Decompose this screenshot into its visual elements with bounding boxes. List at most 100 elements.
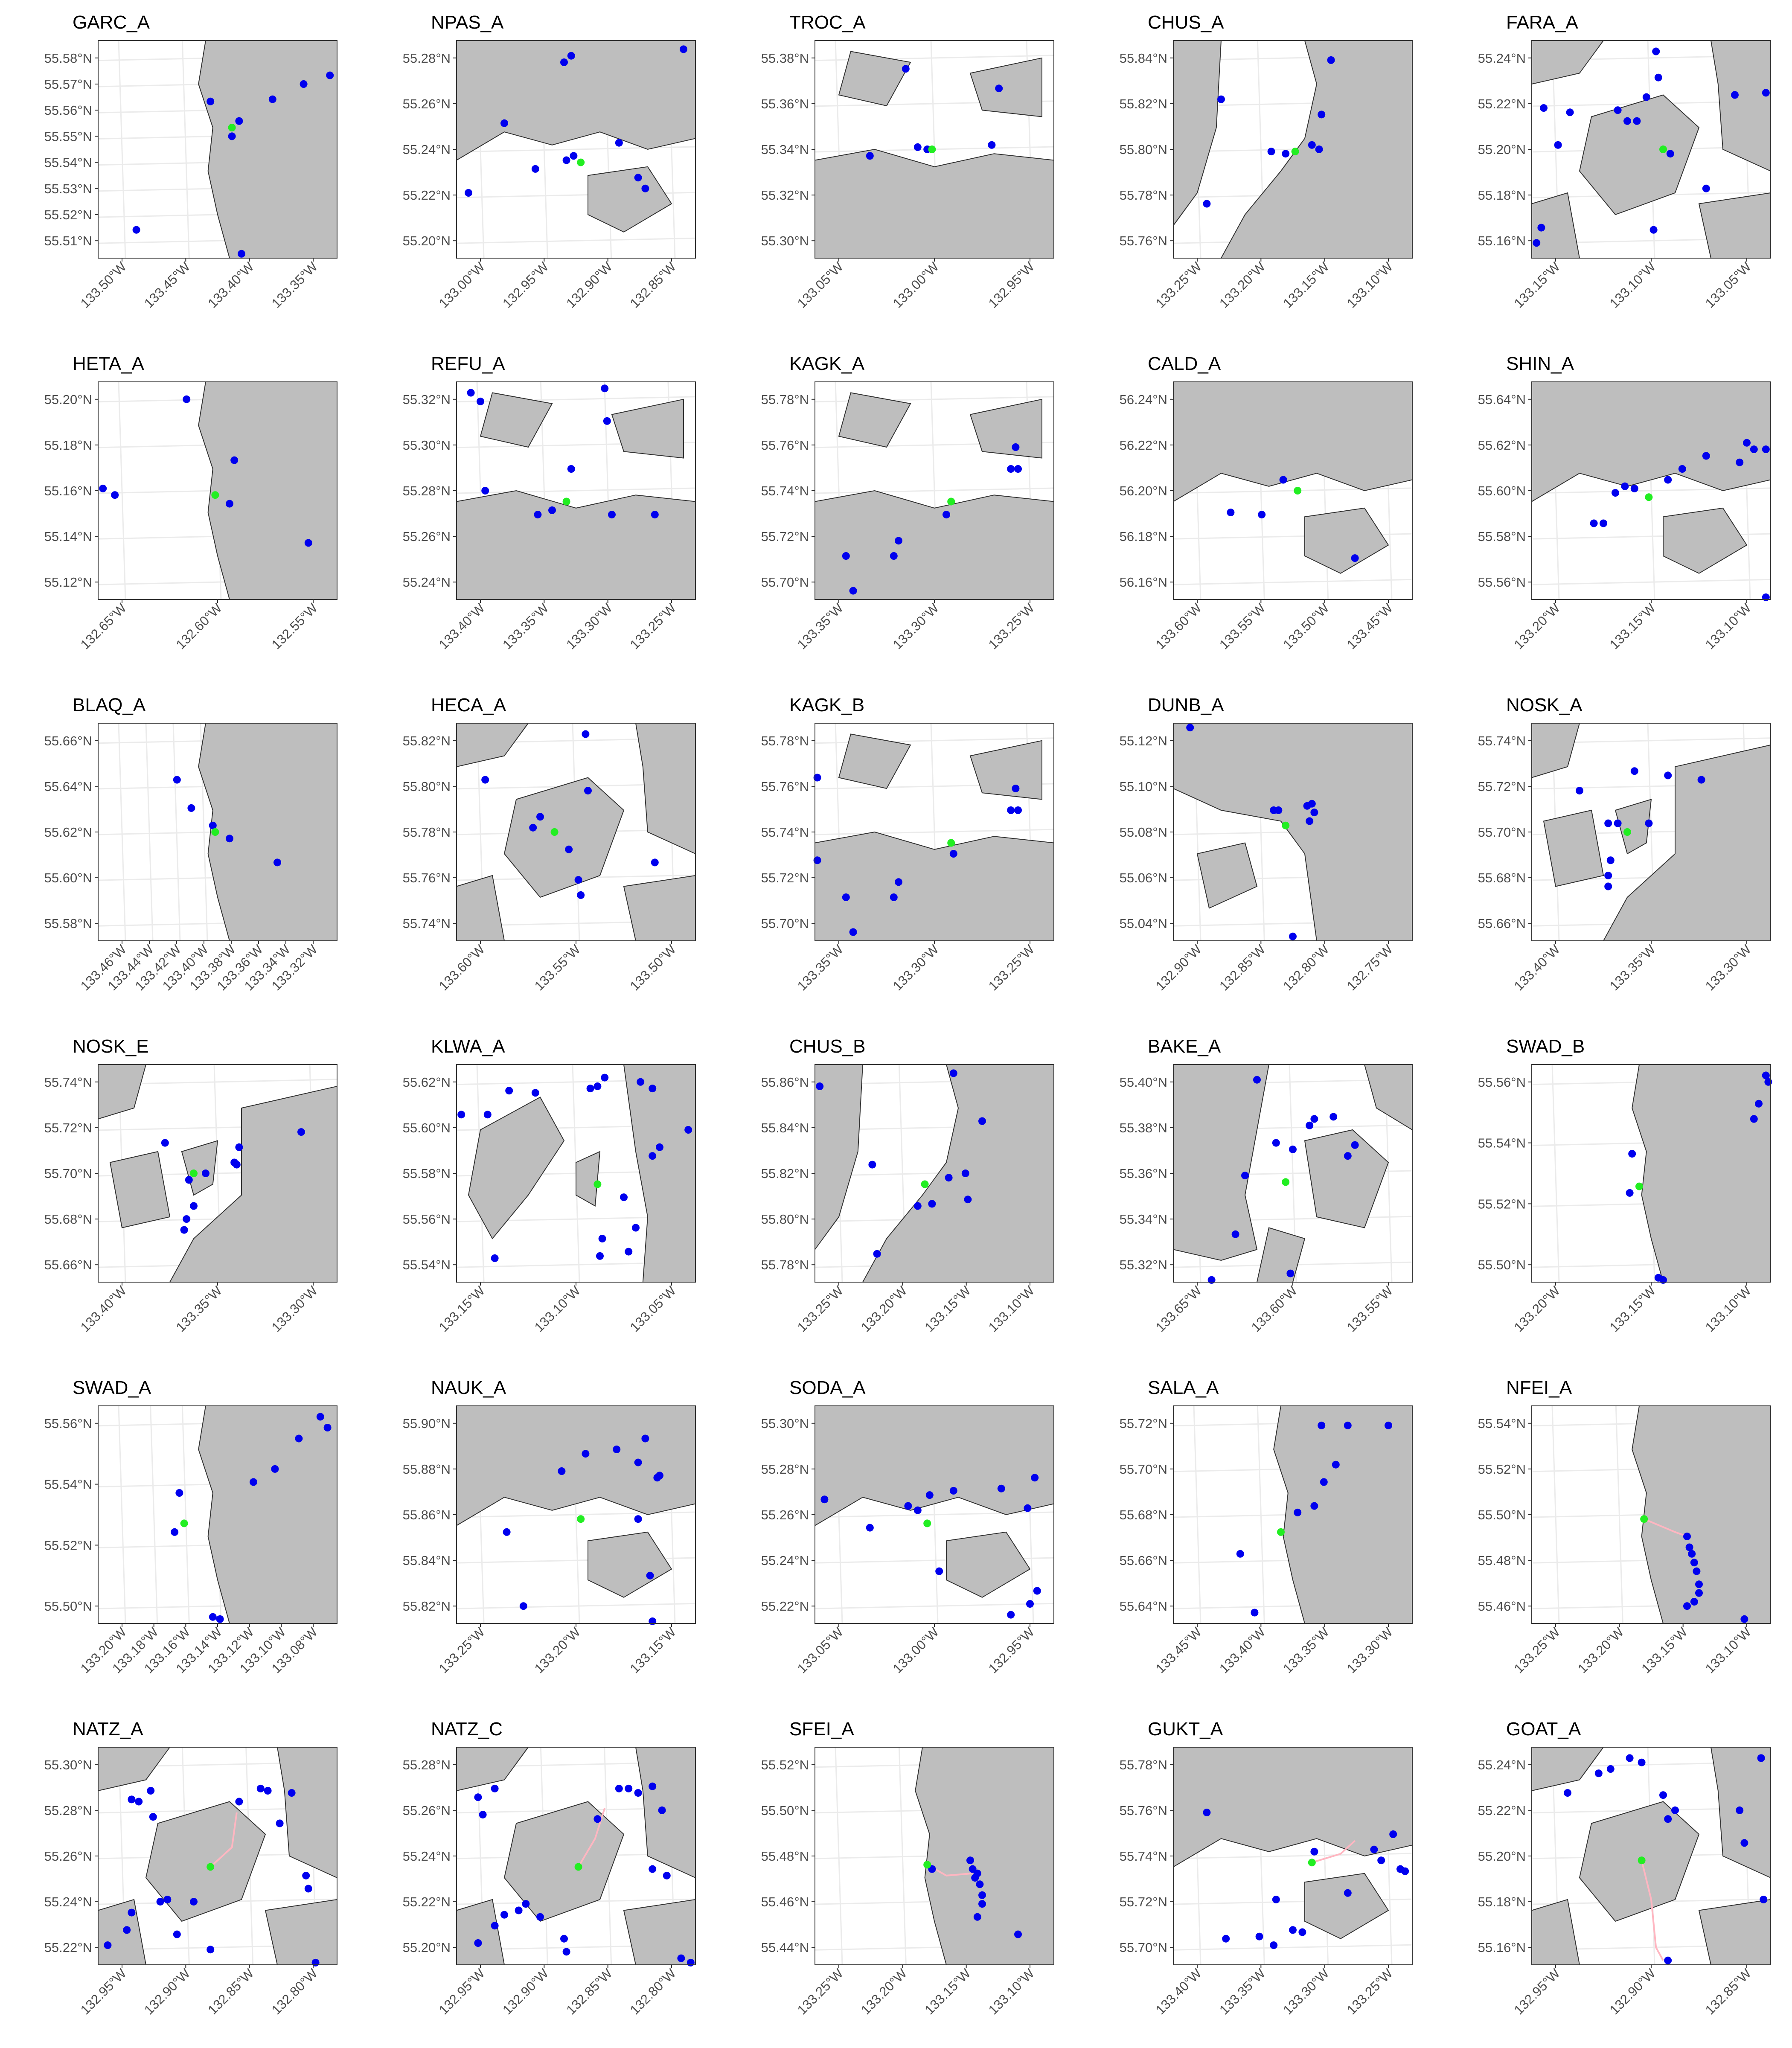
map-plot: 55.32°N 55.34°N 55.36°N 55.38°N 55.40°N 133.6… [1120, 1064, 1413, 1335]
site-point [1762, 445, 1770, 454]
x-tick-label: 132.95°W [436, 1966, 488, 2018]
x-tick-label: 133.45°W [1153, 1624, 1205, 1676]
site-point [976, 1880, 984, 1888]
x-tick-label: 133.45°W [1344, 600, 1396, 652]
y-tick-label: 55.22°N [403, 1894, 451, 1909]
site-point [1685, 1543, 1693, 1551]
x-tick-label: 132.90°W [500, 1966, 552, 2018]
site-point [173, 776, 181, 784]
site-point [649, 1085, 657, 1093]
graticule-line [1193, 1405, 1201, 1624]
y-tick-label: 55.32°N [403, 392, 451, 407]
site-point [586, 1085, 594, 1093]
x-tick-label: 133.35°W [794, 942, 847, 994]
site-point [596, 1252, 604, 1260]
x-tick-label: 133.10°W [986, 1966, 1038, 2018]
graticule-line [835, 1747, 843, 1965]
y-tick-label: 55.56°N [44, 1416, 92, 1431]
site-point [531, 1089, 539, 1097]
map-panel-nosk-e: NOSK_E 55.66°N 55.68°N 55.70°N 55.72°N 55.74°… [0, 1024, 358, 1365]
site-point [598, 1235, 606, 1242]
site-point [132, 226, 140, 234]
map-panel-natz-c: NATZ_C 55.20°N 55.22°N 55.24°N 55.26°N 55.28°… [358, 1707, 717, 2048]
y-tick-label: 55.78°N [761, 1257, 809, 1272]
site-point [1351, 554, 1359, 562]
x-tick-label: 133.20°W [1216, 259, 1268, 311]
site-point [128, 1908, 136, 1917]
graticule-line [118, 381, 126, 600]
focal-site-point [1623, 828, 1631, 836]
y-tick-label: 55.18°N [1478, 188, 1526, 203]
y-tick-label: 55.22°N [44, 1940, 92, 1955]
site-point [1272, 1896, 1280, 1903]
site-point [608, 511, 616, 519]
land-polygon [1698, 192, 1771, 259]
x-tick-label: 133.05°W [627, 1283, 679, 1335]
site-point [1690, 1598, 1698, 1606]
map-plot: 55.82°N 55.84°N 55.86°N 55.88°N 55.90°N 133.2… [403, 1405, 696, 1676]
focal-site-point [1282, 1178, 1290, 1186]
site-point [567, 465, 575, 473]
y-tick-label: 55.68°N [1478, 870, 1526, 885]
site-point [302, 1871, 310, 1879]
site-point [1633, 117, 1641, 125]
site-point [1743, 439, 1751, 447]
map-panel-shin-a: SHIN_A 55.56°N 55.58°N 55.60°N 55.62°N 55.64°… [1434, 341, 1792, 683]
land-polygon [838, 51, 911, 107]
x-tick-label: 132.80°W [1280, 942, 1332, 994]
y-tick-label: 55.14°N [44, 529, 92, 544]
site-point [1537, 224, 1545, 232]
site-point [925, 1491, 934, 1499]
graticule-line [118, 1405, 126, 1624]
x-tick-label: 133.15°W [436, 1283, 488, 1335]
site-point [183, 395, 191, 403]
site-point [641, 1434, 649, 1443]
y-tick-label: 55.24°N [403, 1849, 451, 1864]
y-tick-label: 55.72°N [761, 529, 809, 544]
site-point [297, 1128, 305, 1136]
site-point [1554, 141, 1562, 149]
site-point [1612, 489, 1619, 497]
route-line [209, 1812, 238, 1868]
y-tick-label: 55.54°N [44, 1477, 92, 1492]
y-tick-label: 55.68°N [1120, 1507, 1167, 1522]
site-point [483, 1111, 492, 1119]
x-tick-label: 133.05°W [1702, 259, 1754, 311]
y-tick-label: 55.62°N [1478, 438, 1526, 453]
site-point [1664, 771, 1672, 780]
y-tick-label: 55.50°N [761, 1803, 809, 1818]
y-tick-label: 55.70°N [1478, 825, 1526, 840]
site-point [99, 484, 107, 492]
site-point [565, 845, 573, 853]
site-point [233, 1161, 241, 1169]
focal-site-point [1645, 493, 1653, 501]
x-tick-label: 133.30°W [890, 942, 942, 994]
y-tick-label: 55.34°N [1120, 1212, 1167, 1227]
y-tick-label: 55.28°N [44, 1803, 92, 1818]
y-tick-label: 55.76°N [1120, 233, 1167, 248]
x-tick-label: 133.50°W [78, 259, 130, 311]
map-plot: 56.16°N 56.18°N 56.20°N 56.22°N 56.24°N 133.6… [1120, 381, 1413, 652]
x-tick-label: 132.95°W [986, 259, 1038, 311]
site-point [1652, 47, 1660, 55]
y-tick-label: 55.30°N [761, 233, 809, 248]
site-point [1623, 117, 1631, 125]
site-point [842, 893, 850, 901]
y-tick-label: 55.26°N [403, 529, 451, 544]
x-tick-label: 133.35°W [269, 259, 321, 311]
site-point [202, 1169, 209, 1177]
site-point [238, 250, 245, 258]
y-tick-label: 55.90°N [403, 1416, 451, 1431]
y-tick-label: 55.52°N [1478, 1462, 1526, 1477]
y-tick-label: 55.82°N [761, 1166, 809, 1181]
graticule-line [118, 723, 126, 941]
land-polygon [503, 777, 625, 898]
y-tick-label: 55.28°N [403, 51, 451, 66]
site-point [1217, 95, 1225, 103]
site-point [1638, 1758, 1646, 1766]
site-point [651, 858, 659, 867]
map-plot: 55.16°N 55.18°N 55.20°N 55.22°N 55.24°N 132.9… [1478, 1747, 1771, 2017]
panel-title: NOSK_E [73, 1036, 149, 1057]
site-point [1315, 145, 1323, 153]
